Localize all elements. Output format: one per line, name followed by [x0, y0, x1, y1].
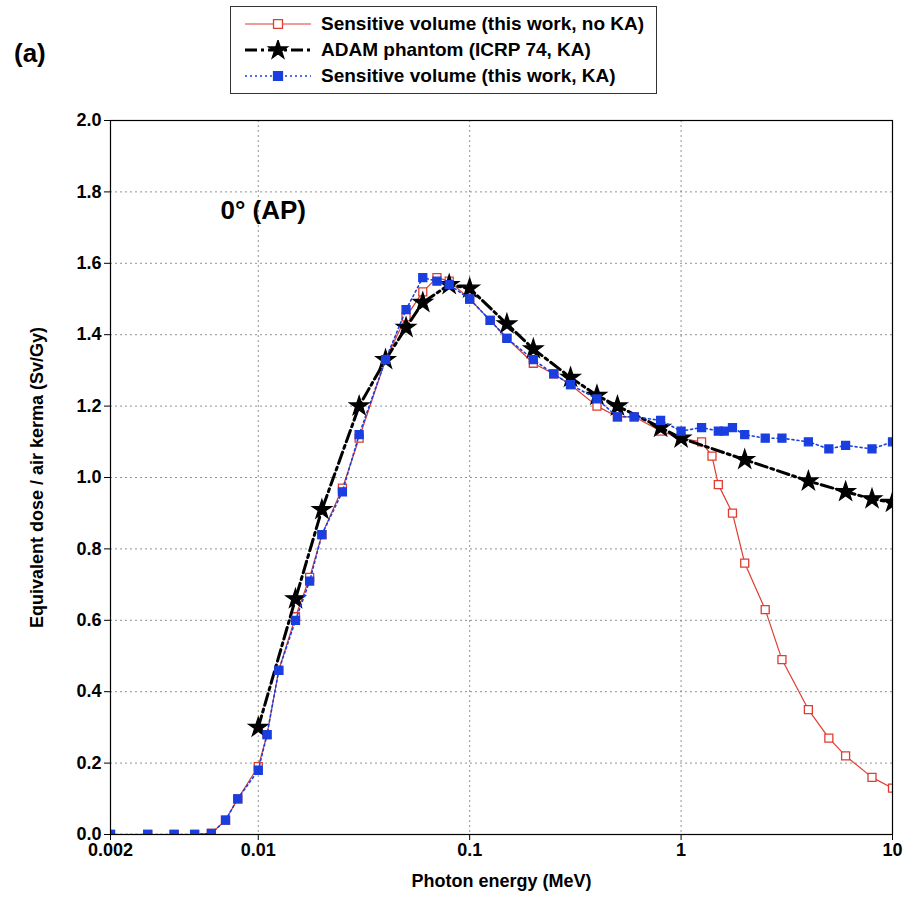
svg-text:1.4: 1.4 — [76, 324, 101, 344]
html-text:ADAM phantom (ICRP 74, KA): ADAM phantom (ICRP 74, KA) — [321, 39, 591, 60]
html-text:Sensitive volume (this work, n: Sensitive volume (this work, no KA) — [321, 13, 645, 34]
html-text:(a): (a) — [14, 38, 46, 68]
svg-text:1.6: 1.6 — [76, 253, 101, 273]
svg-text:10: 10 — [882, 840, 902, 860]
svg-text:0.6: 0.6 — [76, 610, 101, 630]
svg-text:0.1: 0.1 — [457, 840, 482, 860]
svg-text:1.8: 1.8 — [76, 182, 101, 202]
svg-text:0.0: 0.0 — [76, 824, 102, 845]
svg-text:1.0: 1.0 — [76, 467, 101, 487]
svg-text:1: 1 — [676, 840, 686, 860]
svg-text:0.002: 0.002 — [88, 840, 133, 860]
svg-text:Equivalent dose / air kerma (S: Equivalent dose / air kerma (Sv/Gy) — [27, 327, 47, 628]
html-text:Sensitive volume (this work, K: Sensitive volume (this work, KA) — [321, 65, 616, 86]
svg-text:0.8: 0.8 — [76, 539, 101, 559]
svg-text:1.2: 1.2 — [76, 396, 101, 416]
svg-text:Photon energy (MeV): Photon energy (MeV) — [411, 871, 591, 891]
svg-text:0° (AP): 0° (AP) — [221, 195, 307, 225]
svg-text:0.01: 0.01 — [241, 840, 276, 860]
svg-text:0.4: 0.4 — [76, 681, 101, 701]
svg-text:0.2: 0.2 — [76, 753, 101, 773]
svg-text:2.0: 2.0 — [76, 110, 101, 130]
